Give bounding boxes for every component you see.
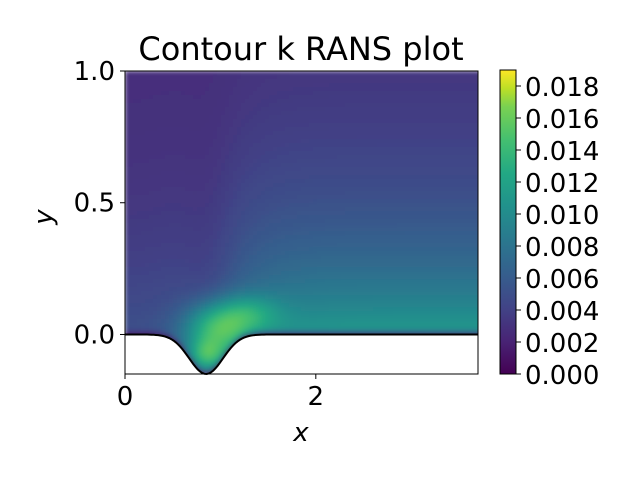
x-axis-label: x [292, 418, 309, 448]
y-axis: 0.0 0.5 1.0 [74, 57, 125, 350]
y-tick-label: 0.0 [74, 320, 115, 350]
colorbar-tick-label: 0.006 [525, 265, 599, 295]
colorbar-tick-label: 0.012 [525, 169, 599, 199]
colorbar-tick-label: 0.014 [525, 137, 599, 167]
colorbar-tick-label: 0.008 [525, 233, 599, 263]
colorbar-tick-label: 0.010 [525, 201, 599, 231]
x-tick-label: 2 [308, 382, 325, 412]
y-tick-label: 1.0 [74, 57, 115, 87]
colorbar-ticks: 0.0000.0020.0040.0060.0080.0100.0120.014… [516, 73, 599, 391]
contour-field [125, 71, 478, 374]
lower-wall-line [125, 333, 478, 375]
colorbar-tick-label: 0.002 [525, 329, 599, 359]
plot-frame [124, 70, 479, 375]
chart-title: Contour k RANS plot [138, 30, 463, 68]
colorbar: 0.0000.0020.0040.0060.0080.0100.0120.014… [499, 69, 599, 391]
colorbar-tick-label: 0.018 [525, 73, 599, 103]
colorbar-tick-label: 0.000 [525, 361, 599, 391]
y-axis-label: y [29, 209, 59, 226]
plot-area [124, 70, 479, 375]
y-tick-label: 0.5 [74, 189, 115, 219]
colorbar-tick-label: 0.016 [525, 105, 599, 135]
colorbar-gradient [499, 69, 517, 375]
colorbar-tick-label: 0.004 [525, 297, 599, 327]
x-tick-label: 0 [117, 382, 134, 412]
